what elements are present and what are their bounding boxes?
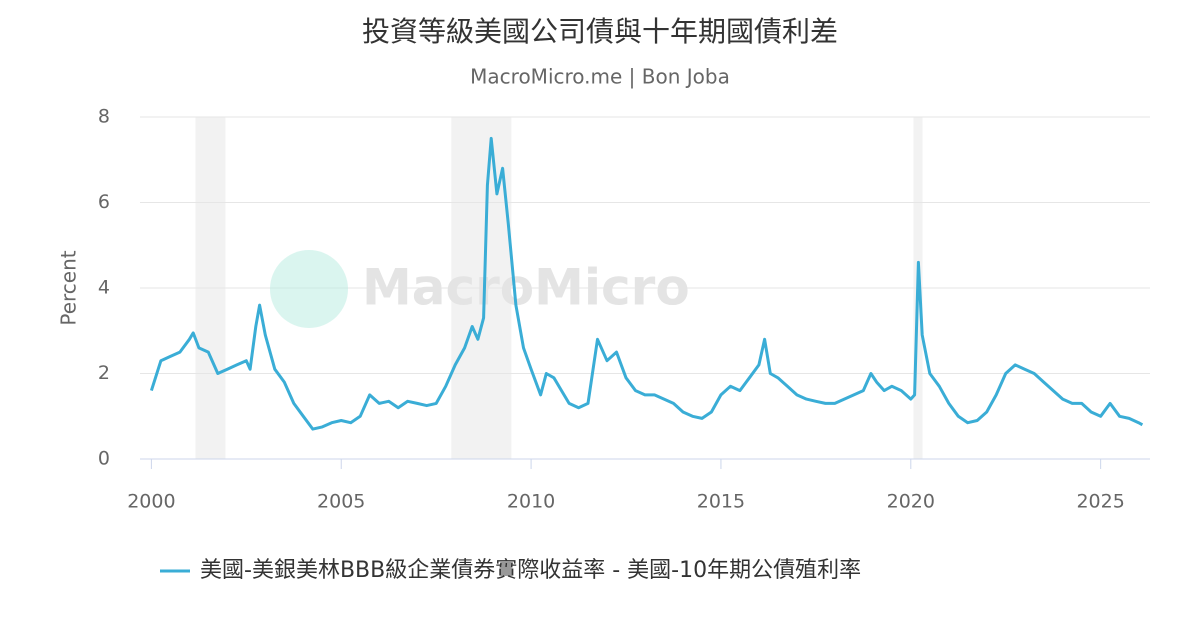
y-axis-label: Percent (57, 250, 81, 325)
x-tick-label: 2025 (1076, 491, 1124, 513)
watermark-text: MacroMicro (362, 259, 690, 317)
legend-label: 美國-美銀美林BBB級企業債券實際收益率 - 美國-10年期公債殖利率 (200, 558, 861, 583)
x-tick-label: 2005 (317, 491, 365, 513)
y-tick-label: 6 (98, 191, 110, 213)
y-tick-label: 8 (98, 106, 110, 128)
chart-title: 投資等級美國公司債與十年期國債利差 (362, 15, 838, 48)
data-line (149, 136, 1144, 431)
x-tick-label: 2020 (887, 491, 935, 513)
chart-subtitle: MacroMicro.me | Bon Joba (470, 65, 730, 89)
y-tick-label: 2 (98, 362, 110, 384)
x-tick-label: 2000 (127, 491, 175, 513)
y-tick-label: 4 (98, 277, 110, 299)
x-tick-label: 2010 (507, 491, 555, 513)
x-tick-label: 2015 (697, 491, 745, 513)
y-tick-label: 0 (98, 448, 110, 470)
watermark (270, 250, 348, 328)
watermark-logo (270, 250, 348, 328)
